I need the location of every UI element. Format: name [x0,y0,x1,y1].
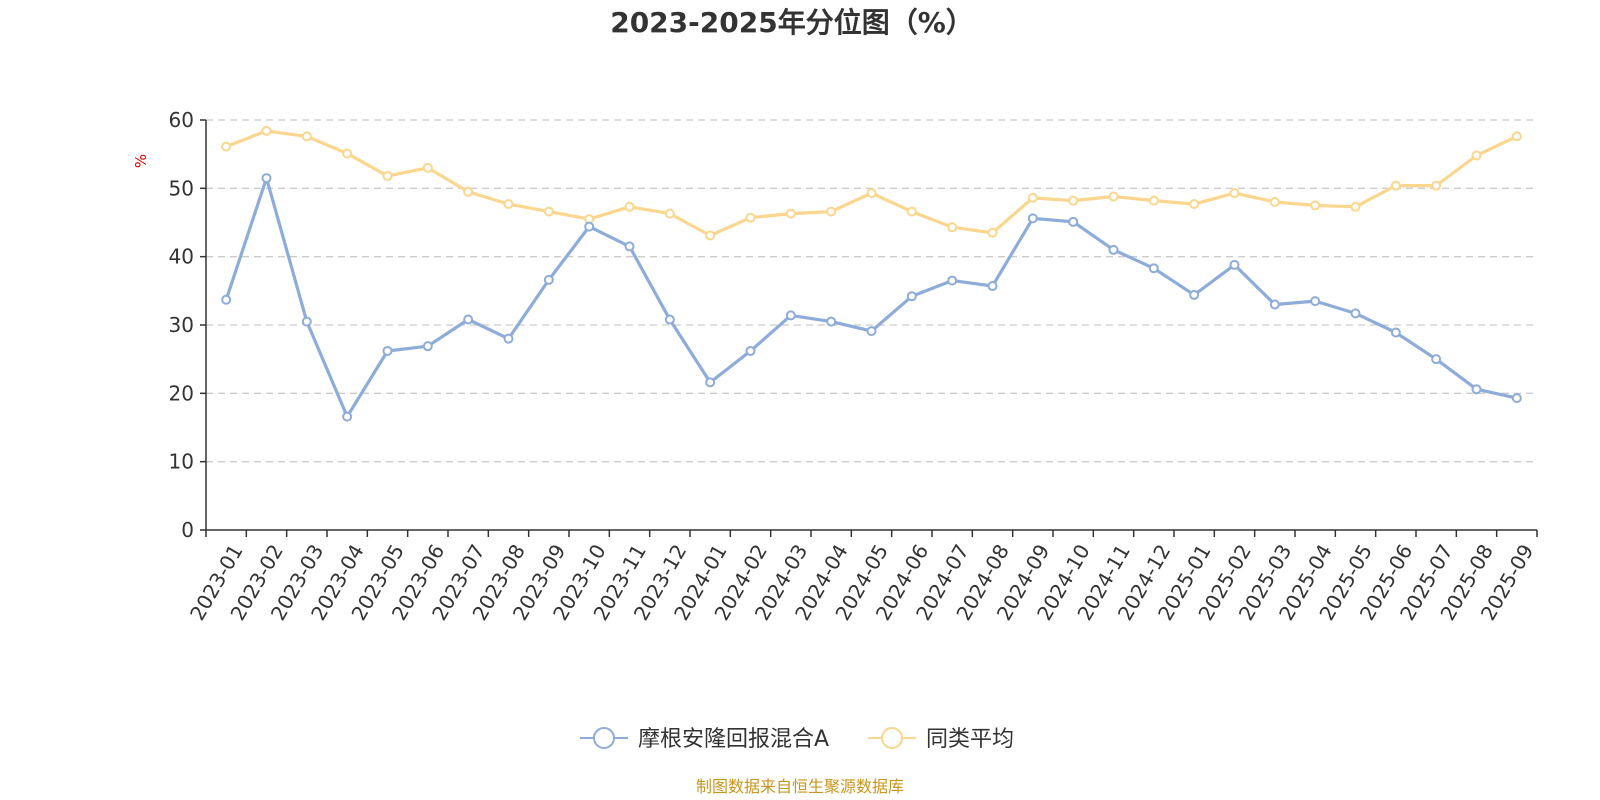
series-1-point[interactable] [1269,299,1280,310]
series-2-point[interactable] [906,206,917,217]
series-1-point[interactable] [1511,393,1522,404]
series-1-point[interactable] [422,341,433,352]
series-1-point[interactable] [543,274,554,285]
legend-item-series-2[interactable]: 同类平均 [868,727,1014,752]
series-2-point[interactable] [664,208,675,219]
series-2-point[interactable] [1148,195,1159,206]
series-1-point[interactable] [342,411,353,422]
series-2-point[interactable] [261,125,272,136]
series-1-point[interactable] [664,314,675,325]
legend-series-1-label: 摩根安隆回报混合A [638,727,829,752]
series-1-point[interactable] [705,377,716,388]
series-1-point[interactable] [1390,327,1401,338]
series-1-point[interactable] [1068,216,1079,227]
series-2-point[interactable] [826,206,837,217]
series-1-point[interactable] [826,316,837,327]
series-2-point[interactable] [1068,195,1079,206]
series-2-point[interactable] [624,201,635,212]
series-1-point[interactable] [745,345,756,356]
series-2-point[interactable] [1431,180,1442,191]
series-1-point[interactable] [1431,354,1442,365]
series-1-point[interactable] [221,294,232,305]
chart-title: 2023-2025年分位图（%） [610,6,974,39]
y-tick-label: 20 [169,381,194,405]
series-1-point[interactable] [301,316,312,327]
series-1-point[interactable] [1350,308,1361,319]
series-1-point[interactable] [463,314,474,325]
series-1-point[interactable] [1108,244,1119,255]
series-2-point[interactable] [1269,197,1280,207]
series-2-point[interactable] [1471,150,1482,161]
legend[interactable]: 摩根安隆回报混合A 同类平均 [580,727,1014,752]
series-2-point[interactable] [1390,180,1401,191]
y-tick-label: 60 [169,108,194,132]
series-2-point[interactable] [342,148,353,159]
axes [205,120,1537,531]
series-2-point[interactable] [503,199,514,210]
legend-series-2-label: 同类平均 [926,727,1014,752]
series-1-point[interactable] [866,326,877,337]
series-2-point[interactable] [221,141,232,152]
series-1-point[interactable] [1471,384,1482,395]
y-tick-label: 50 [169,176,194,200]
y-axis-ticks: 0 10 20 30 40 50 60 [169,108,206,542]
series-1-point[interactable] [503,333,514,344]
series-2-point[interactable] [463,186,474,197]
x-axis-ticks: 2023-012023-022023-032023-042023-052023-… [185,530,1538,624]
series-2-point[interactable] [382,171,393,182]
series-1-point[interactable] [1310,296,1321,307]
series-2-line [224,129,1519,238]
series-2-point[interactable] [1350,201,1361,212]
legend-item-series-1[interactable]: 摩根安隆回报混合A [580,727,829,752]
series-1 [221,173,1522,422]
series-1-point[interactable] [1148,263,1159,274]
series-2-point[interactable] [1189,199,1200,210]
series-1-point[interactable] [947,275,958,286]
series-1-line [224,176,1519,419]
data-source-note: 制图数据来自恒生聚源数据库 [696,777,904,796]
y-tick-label: 0 [181,518,194,542]
series-2-point[interactable] [705,230,716,241]
legend-series-1-marker-icon [593,727,615,749]
series-2-point[interactable] [422,162,433,173]
y-tick-label: 30 [169,313,194,337]
series-1-point[interactable] [261,173,272,184]
series-1-point[interactable] [1229,259,1240,270]
series-2-point[interactable] [1229,188,1240,199]
series-2-point[interactable] [987,227,998,238]
series-1-point[interactable] [624,241,635,252]
series-2-point[interactable] [1511,131,1522,142]
series-group [221,125,1522,422]
series-2-point[interactable] [543,206,554,217]
y-axis-unit-label: % [132,154,150,168]
series-2-point[interactable] [947,222,958,233]
y-tick-label: 40 [169,245,194,269]
series-2-point[interactable] [301,131,312,142]
series-2-point[interactable] [1108,191,1119,202]
legend-series-2-marker-icon [881,727,903,749]
series-2-point[interactable] [866,188,877,199]
series-2-point[interactable] [1027,192,1038,203]
series-2-point[interactable] [1310,200,1321,211]
series-1-point[interactable] [785,310,796,321]
y-tick-label: 10 [169,450,194,474]
series-1-point[interactable] [906,291,917,302]
series-1-point[interactable] [382,345,393,356]
series-1-point[interactable] [1189,289,1200,300]
series-2 [221,125,1522,241]
series-2-point[interactable] [745,212,756,223]
series-1-point[interactable] [1027,213,1038,224]
series-2-point[interactable] [785,208,796,219]
series-1-point[interactable] [987,281,998,292]
series-1-point[interactable] [584,221,595,232]
